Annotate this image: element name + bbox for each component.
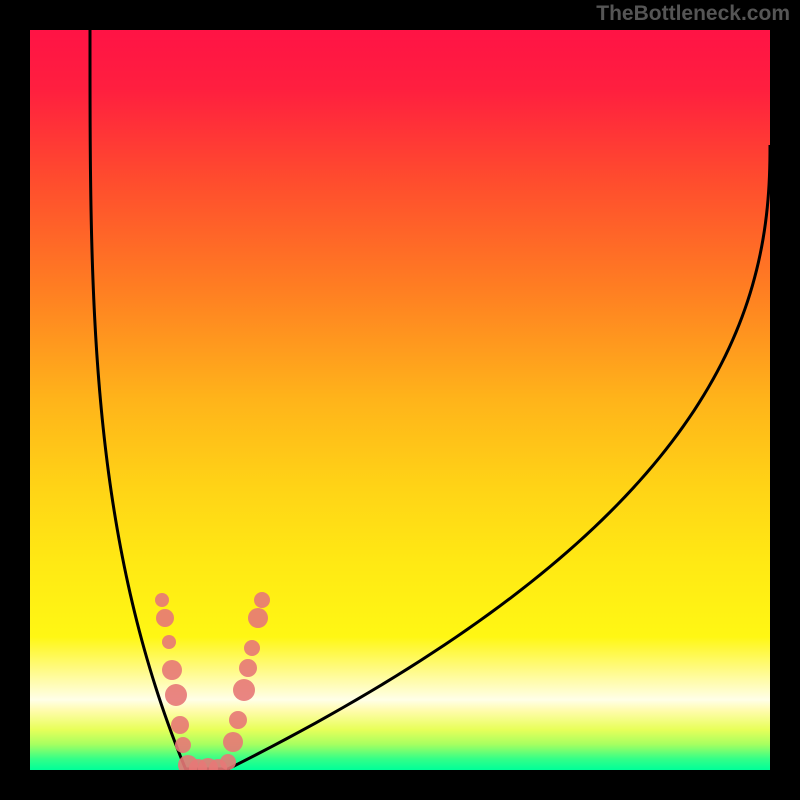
marker-point xyxy=(223,732,243,752)
marker-point xyxy=(248,608,268,628)
marker-point xyxy=(162,635,176,649)
figure-root: TheBottleneck.com xyxy=(0,0,800,800)
marker-point xyxy=(175,737,191,753)
marker-point xyxy=(233,679,255,701)
bottleneck-plot-svg xyxy=(30,30,770,770)
marker-point xyxy=(239,659,257,677)
marker-point xyxy=(171,716,189,734)
marker-point xyxy=(229,711,247,729)
marker-point xyxy=(220,754,236,770)
marker-point xyxy=(162,660,182,680)
marker-point xyxy=(155,593,169,607)
marker-point xyxy=(156,609,174,627)
marker-point xyxy=(244,640,260,656)
plot-background xyxy=(30,30,770,770)
marker-point xyxy=(254,592,270,608)
watermark-text: TheBottleneck.com xyxy=(596,2,790,26)
marker-point xyxy=(165,684,187,706)
